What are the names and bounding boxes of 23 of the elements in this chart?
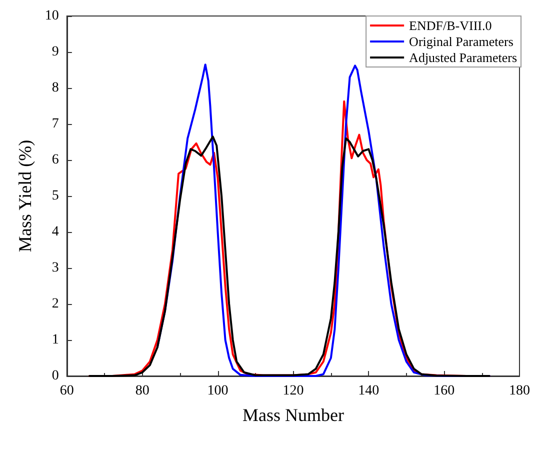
y-tick-label: 6 xyxy=(52,152,59,168)
x-tick-label: 60 xyxy=(60,384,74,398)
y-axis-title: Mass Yield (%) xyxy=(15,140,35,252)
y-tick-label: 3 xyxy=(52,260,59,276)
legend-label: Original Parameters xyxy=(409,34,514,49)
x-tick-label: 180 xyxy=(509,384,530,398)
y-tick-label: 7 xyxy=(52,116,59,132)
y-tick-label: 10 xyxy=(44,8,59,24)
y-tick-label: 1 xyxy=(52,332,59,348)
x-tick-label: 100 xyxy=(207,384,228,398)
x-tick-label: 140 xyxy=(358,384,380,398)
y-tick-label: 5 xyxy=(52,188,59,204)
x-tick-label: 160 xyxy=(434,384,455,398)
y-tick-label: 0 xyxy=(52,368,59,384)
x-axis-title: Mass Number xyxy=(242,405,344,425)
legend-label: Adjusted Parameters xyxy=(409,50,518,65)
y-tick-label: 4 xyxy=(52,224,59,240)
x-tick-label: 120 xyxy=(282,384,304,398)
y-tick-label: 2 xyxy=(52,296,59,312)
y-tick-label: 9 xyxy=(52,44,59,60)
y-tick-label: 8 xyxy=(52,80,59,96)
x-tick-label: 80 xyxy=(135,384,150,398)
legend-label: ENDF/B-VIII.0 xyxy=(409,18,492,33)
